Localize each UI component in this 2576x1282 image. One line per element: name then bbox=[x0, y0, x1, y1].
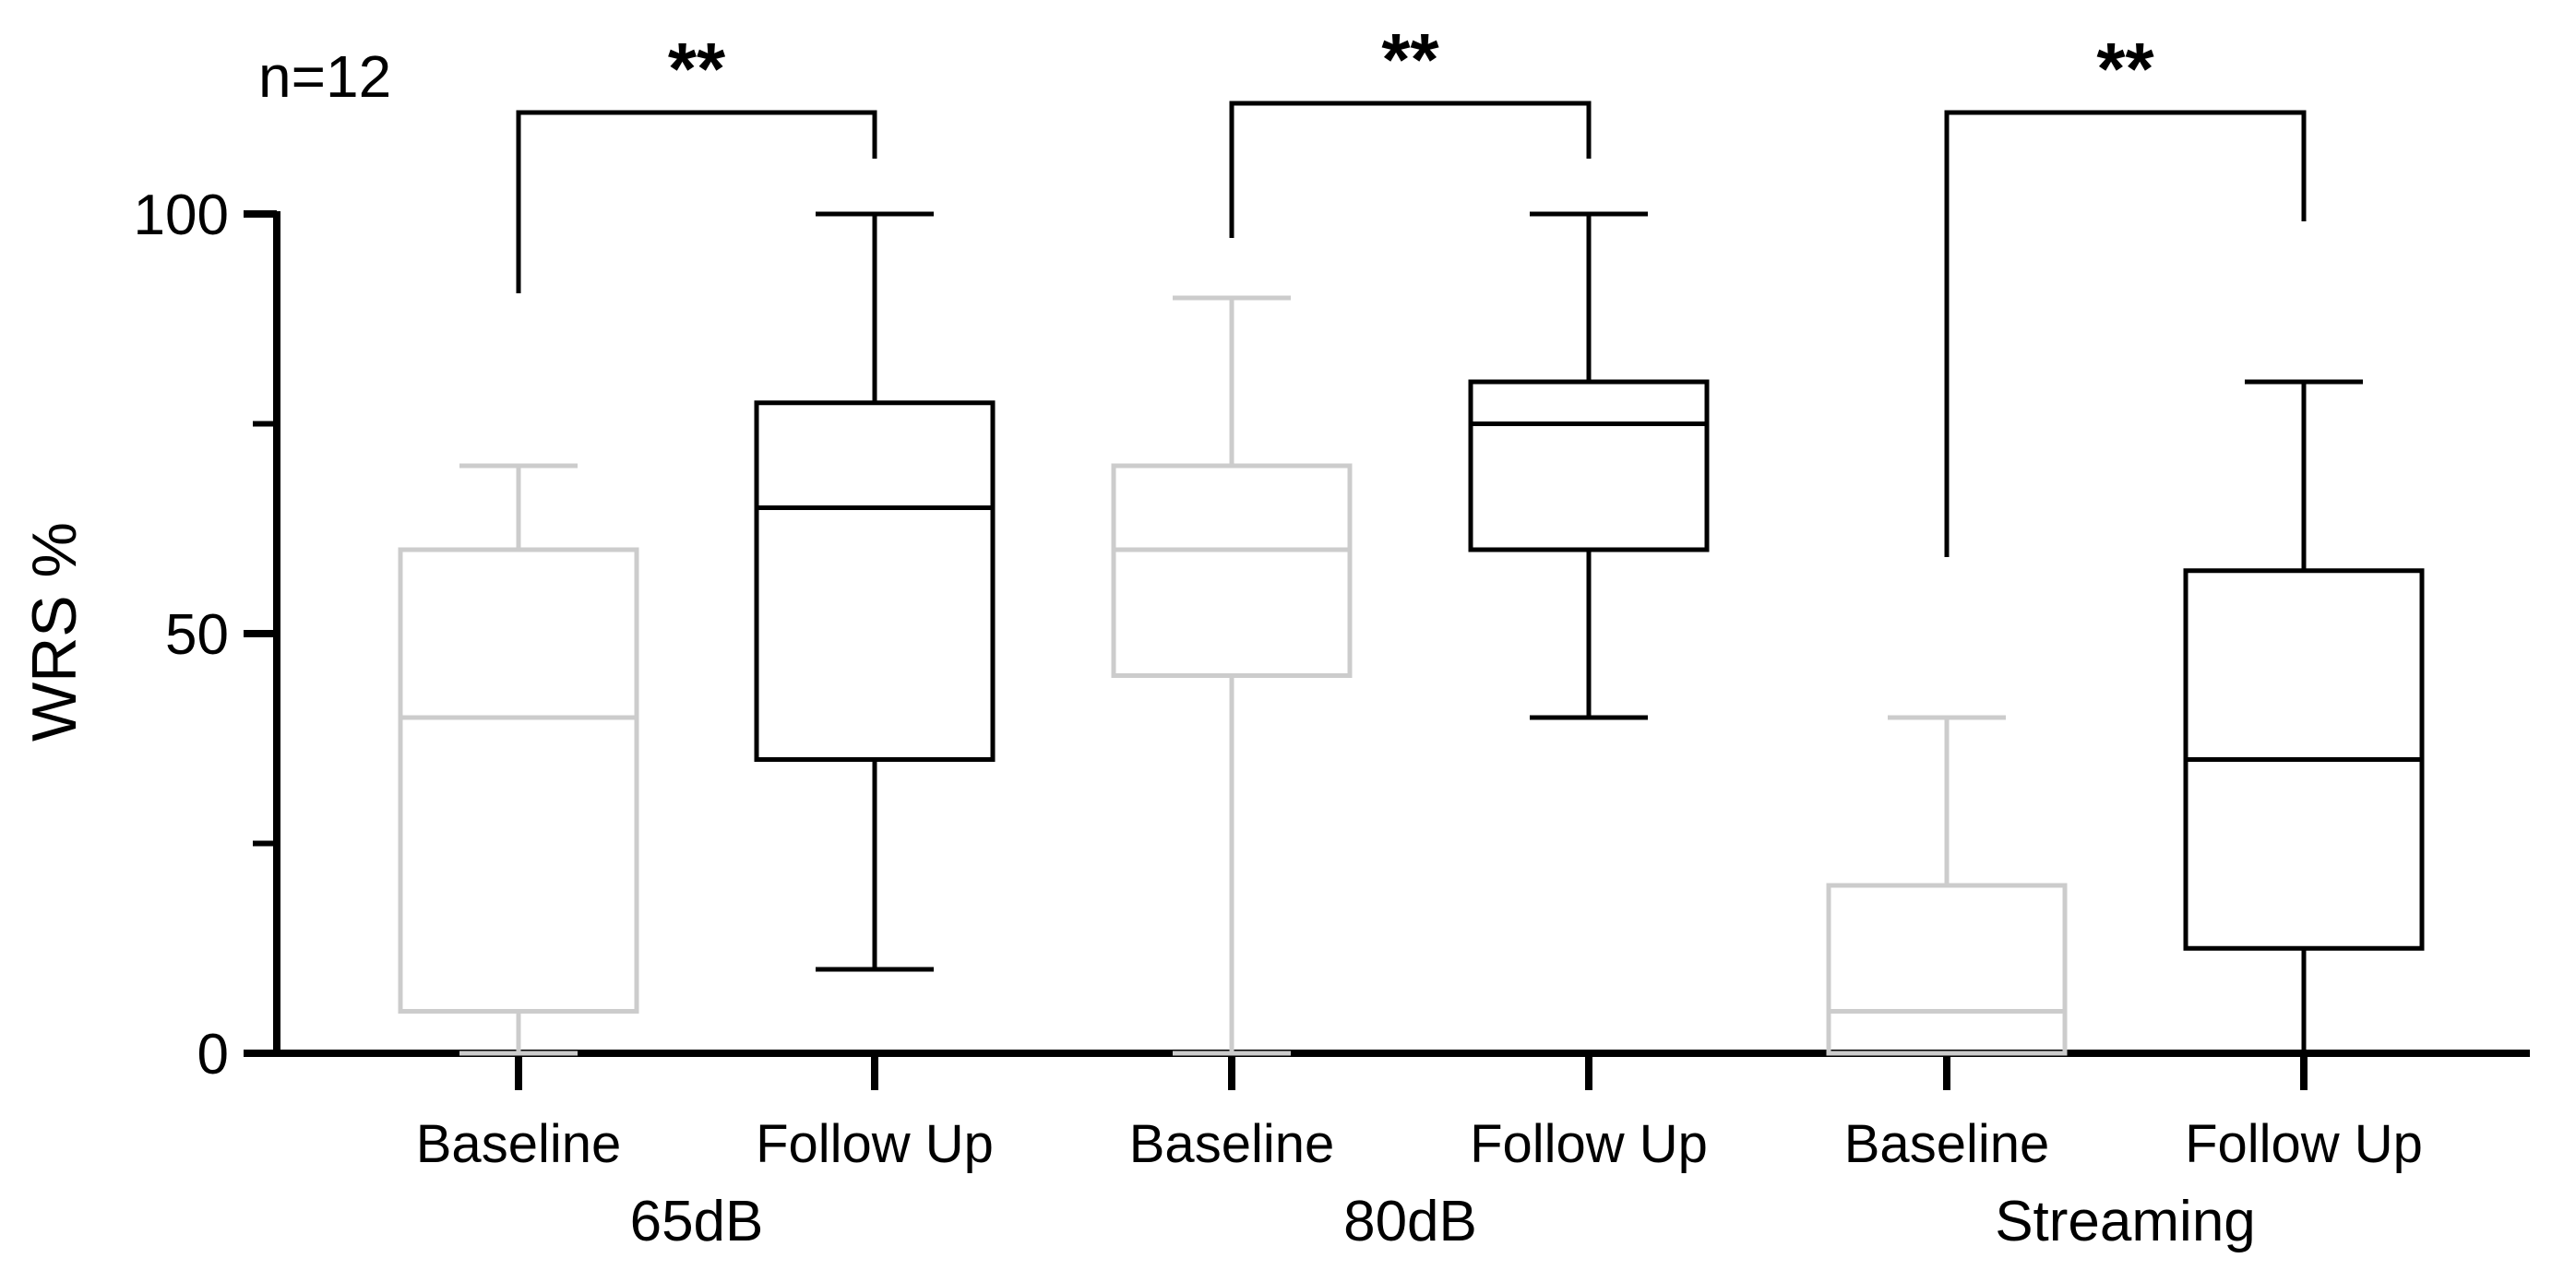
box-iqr bbox=[1468, 379, 1710, 552]
significance-label: ** bbox=[1381, 18, 1439, 101]
axes: 0 50 100 bbox=[134, 184, 2530, 1090]
box-80dB-baseline bbox=[1111, 295, 1353, 1056]
box-iqr bbox=[754, 400, 996, 762]
box-80dB-follow-up bbox=[1468, 211, 1710, 720]
y-tick-label-100: 100 bbox=[134, 184, 229, 247]
group-label: Streaming bbox=[1995, 1190, 2256, 1253]
significance-bracket-Streaming: ** bbox=[1944, 28, 2307, 557]
significance-bracket-80dB: ** bbox=[1229, 18, 1592, 238]
box-iqr bbox=[1111, 463, 1353, 678]
x-tick-label: Baseline bbox=[416, 1114, 621, 1174]
significance-label: ** bbox=[668, 28, 726, 110]
group-label: 65dB bbox=[630, 1190, 764, 1253]
box-Streaming-baseline bbox=[1826, 715, 2068, 1056]
significance-bracket-65dB: ** bbox=[516, 28, 877, 293]
x-tick-label: Follow Up bbox=[756, 1114, 994, 1174]
group-label: 80dB bbox=[1343, 1190, 1477, 1253]
significance-label: ** bbox=[2096, 28, 2154, 110]
x-tick-label: Follow Up bbox=[2185, 1114, 2423, 1174]
box-Streaming-follow-up bbox=[2183, 379, 2425, 1056]
box-65dB-baseline bbox=[398, 463, 639, 1056]
y-axis-label: WRS % bbox=[19, 522, 89, 742]
significance-brackets: ** ** ** bbox=[516, 18, 2307, 557]
x-tick-label: Follow Up bbox=[1470, 1114, 1708, 1174]
box-iqr bbox=[398, 547, 639, 1014]
bracket-line bbox=[516, 110, 877, 293]
x-tick-label: Baseline bbox=[1844, 1114, 2049, 1174]
y-tick-label-50: 50 bbox=[165, 603, 229, 667]
sample-size-annotation: n=12 bbox=[258, 43, 391, 110]
boxes bbox=[398, 211, 2425, 1056]
box-65dB-follow-up bbox=[754, 211, 996, 972]
bracket-line bbox=[1229, 101, 1592, 238]
x-tick-label: Baseline bbox=[1129, 1114, 1334, 1174]
box-iqr bbox=[1826, 883, 2068, 1056]
bracket-line bbox=[1944, 110, 2307, 557]
y-tick-label-0: 0 bbox=[197, 1023, 229, 1086]
